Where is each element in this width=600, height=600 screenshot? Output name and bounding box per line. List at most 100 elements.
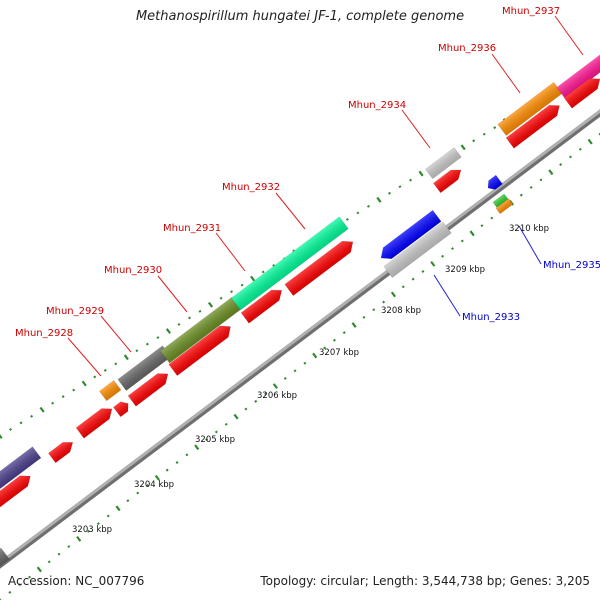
scale-tick — [539, 178, 543, 182]
scale-tick — [165, 468, 169, 472]
gene-bar-mhun-2934-shade — [425, 147, 462, 179]
outer-tick-row — [0, 60, 600, 439]
scale-tick — [569, 155, 572, 159]
scale-tick — [233, 413, 239, 420]
scale-tick — [366, 204, 370, 208]
leader-mhun-2932 — [275, 192, 306, 230]
scale-tick — [469, 230, 475, 237]
scale-tick — [362, 315, 366, 319]
gene-bar-small-orange — [495, 198, 514, 215]
scale-tick — [401, 285, 405, 289]
scale-tick — [9, 427, 13, 431]
scale-tick — [18, 583, 22, 587]
scale-tick — [36, 566, 42, 573]
scale-tick — [214, 430, 218, 434]
label-leaders-layer — [67, 15, 584, 377]
scale-tick — [387, 191, 391, 195]
gene-bar-mhun-2931 — [231, 216, 349, 311]
scale-label: 3207 kbp — [319, 348, 359, 358]
scale-tick — [30, 414, 34, 418]
backbone — [0, 109, 600, 565]
scale-label: 3210 kbp — [509, 224, 549, 234]
leader-mhun-2930 — [157, 275, 188, 313]
scale-tick — [578, 147, 582, 151]
leader-mhun-2929 — [100, 315, 132, 353]
scale-tick — [145, 342, 149, 346]
scale-tick — [548, 169, 554, 176]
scale-tick — [490, 216, 494, 220]
gene-bar-offscreen-left-shade — [0, 446, 41, 492]
cds-bar — [112, 401, 129, 418]
cds-bar-shade — [48, 442, 73, 463]
scale-tick — [240, 283, 244, 287]
scale-tick — [312, 352, 318, 359]
scale-tick — [175, 461, 179, 464]
scale-tick — [115, 505, 121, 512]
scale-label: 3209 kbp — [445, 265, 485, 275]
scale-tick — [103, 368, 107, 372]
scale-tick — [224, 422, 228, 426]
gene-bar-offscreen-bottom-shade — [0, 547, 10, 568]
scale-tick — [135, 349, 139, 353]
gene-bar-mhun-2935-rev-shade — [381, 210, 442, 259]
scale-tick — [382, 300, 386, 304]
accession-text: Accession: NC_007796 — [8, 574, 145, 588]
cds-bar-shade — [168, 325, 231, 376]
gene-label-mhun-2929: Mhun_2929 — [46, 306, 104, 317]
scale-tick — [47, 560, 51, 564]
gene-bar-mhun-2931-shade — [231, 216, 349, 310]
scale-tick — [250, 275, 256, 282]
scale-tick — [460, 144, 466, 151]
gene-bar-mhun-2935-shade — [488, 175, 503, 190]
scale-tick — [114, 362, 118, 366]
scale-tick — [342, 331, 346, 335]
cds-bar-shade — [76, 408, 112, 439]
scale-tick — [244, 407, 248, 411]
cds-bar — [127, 373, 169, 407]
scale-tick — [519, 193, 523, 197]
scale-tick — [441, 254, 445, 258]
gene-bar-mhun-2934 — [424, 147, 462, 180]
scale-tick — [87, 529, 91, 533]
scale-tick — [39, 406, 45, 413]
gene-bar-offscreen-bottom — [0, 547, 10, 569]
gene-bar-mhun-2935 — [487, 174, 503, 190]
scale-tick — [261, 270, 265, 274]
scale-tick — [194, 444, 200, 451]
leader-mhun-2936 — [491, 53, 521, 94]
gene-bar-mhun-2933-shade — [383, 221, 452, 278]
scale-tick — [230, 290, 234, 294]
scale-tick — [293, 369, 297, 373]
scale-tick — [264, 392, 268, 396]
gene-bar-mhun-2937-shade — [556, 51, 600, 99]
gene-bar-mhun-2933 — [383, 221, 452, 279]
leader-mhun-2931 — [215, 232, 246, 272]
gene-bar-offscreen-left — [0, 446, 42, 493]
cds-bar — [168, 325, 231, 377]
scale-tick — [254, 399, 258, 403]
scale-label: 3204 kbp — [134, 480, 174, 490]
scale-tick — [323, 346, 327, 350]
gene-bar-mhun-2929-shade — [117, 345, 171, 391]
cds-bar-shade — [113, 401, 129, 417]
scale-tick — [345, 218, 349, 221]
scale-tick — [28, 575, 31, 579]
gene-label-mhun-2930: Mhun_2930 — [104, 265, 162, 276]
leader-mhun-2937 — [554, 15, 584, 56]
gene-bar-mhun-2928-shade — [99, 380, 121, 401]
scale-tick — [376, 196, 382, 203]
scale-tick — [0, 434, 3, 439]
scale-tick — [198, 309, 202, 313]
scale-tick — [123, 354, 129, 361]
leader-mhun-2935 — [518, 225, 542, 265]
cds-bar-shade — [506, 105, 560, 149]
gene-bar-mhun-2936-shade — [497, 82, 563, 136]
scale-tick — [272, 383, 278, 389]
scale-tick — [411, 277, 415, 281]
scale-label: 3205 kbp — [195, 435, 235, 445]
scale-tick — [106, 514, 110, 518]
scale-tick — [472, 139, 476, 143]
scale-tick — [460, 239, 464, 243]
scale-tick — [587, 138, 593, 145]
